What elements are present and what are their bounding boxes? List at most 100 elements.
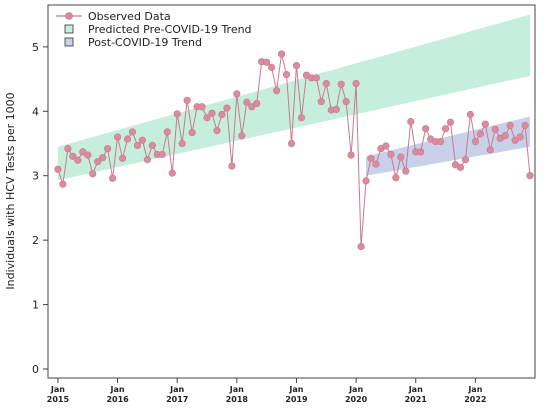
data-point [417, 148, 425, 156]
data-point [342, 98, 350, 106]
legend-swatch [64, 24, 74, 34]
data-point [143, 156, 151, 164]
data-point [188, 128, 196, 137]
data-point [516, 133, 524, 141]
data-point [109, 174, 117, 182]
x-tick-label: Jan 2017 [166, 385, 188, 404]
data-point [248, 103, 256, 111]
data-point [128, 128, 137, 136]
data-point [208, 109, 216, 117]
data-point [506, 121, 514, 130]
data-point [133, 141, 142, 150]
data-point [317, 98, 325, 106]
data-point [183, 96, 191, 104]
legend-marker [65, 12, 73, 20]
data-point [521, 121, 529, 130]
data-point [163, 128, 171, 136]
data-point [297, 114, 306, 122]
x-tick-label: Jan 2016 [106, 385, 129, 404]
data-point [407, 118, 415, 126]
plot-frame [47, 4, 536, 379]
legend-label: Observed Data [88, 10, 171, 23]
data-point [526, 172, 534, 180]
data-point [441, 125, 450, 133]
y-tick-label: 1 [32, 299, 39, 312]
data-point [362, 177, 370, 185]
data-point [456, 163, 465, 171]
data-point [446, 118, 455, 126]
data-point [138, 136, 147, 144]
x-tick-label: Jan 2021 [405, 385, 428, 404]
data-point [402, 167, 410, 175]
data-point [312, 74, 320, 82]
data-point [382, 142, 390, 150]
data-point [253, 99, 261, 108]
data-point [272, 87, 281, 95]
data-point [322, 79, 330, 88]
data-point [282, 70, 291, 79]
data-point [476, 130, 484, 138]
data-point [213, 127, 221, 135]
data-point [148, 141, 156, 150]
data-point [491, 125, 499, 133]
data-point [501, 132, 509, 140]
y-tick-label: 3 [32, 170, 39, 183]
data-point [178, 139, 186, 148]
data-point [387, 150, 395, 159]
data-point [471, 137, 479, 146]
y-tick-label: 2 [32, 234, 39, 247]
data-point [287, 139, 296, 148]
data-point [486, 146, 494, 154]
data-point [69, 152, 77, 160]
y-tick-label: 0 [32, 363, 39, 376]
data-point [59, 180, 67, 188]
data-point [372, 160, 380, 168]
x-tick-label: Jan 2018 [226, 385, 249, 404]
data-point [84, 151, 92, 159]
data-point [64, 145, 72, 153]
data-point [104, 145, 112, 153]
data-point [113, 133, 122, 141]
data-point [332, 105, 340, 113]
data-point [233, 90, 241, 98]
x-tick-label: Jan 2022 [464, 385, 486, 404]
data-point [218, 110, 226, 119]
data-point [228, 162, 236, 170]
data-point [158, 150, 166, 159]
data-point [397, 153, 405, 161]
data-point [436, 137, 445, 146]
data-point [461, 156, 470, 164]
legend-label: Predicted Pre-COVID-19 Trend [88, 23, 252, 36]
x-tick-label: Jan 2019 [285, 385, 308, 404]
data-point [118, 154, 127, 162]
data-point [422, 125, 430, 133]
data-point [481, 120, 489, 128]
data-point [173, 110, 181, 118]
data-point [123, 135, 132, 143]
data-point [74, 156, 82, 164]
data-point [89, 170, 97, 178]
data-point [203, 114, 211, 122]
data-point [268, 63, 276, 72]
y-tick-label: 5 [32, 41, 39, 54]
data-point [263, 58, 271, 66]
data-point [466, 110, 474, 119]
data-point [223, 104, 231, 112]
data-point [357, 242, 365, 251]
y-axis-label: Individuals with HCV Tests per 1000 [4, 92, 17, 289]
data-point [198, 103, 206, 111]
x-tick-label: Jan 2020 [345, 385, 368, 404]
x-tick-label: Jan 2015 [47, 385, 70, 404]
data-point [277, 50, 286, 58]
data-point [511, 136, 519, 144]
data-point [352, 79, 360, 88]
y-tick-label: 4 [32, 105, 39, 118]
data-point [99, 154, 107, 162]
data-point [94, 157, 102, 166]
data-point [292, 61, 301, 70]
data-point [367, 154, 375, 162]
legend-label: Post-COVID-19 Trend [88, 36, 202, 49]
legend-swatch [64, 37, 74, 47]
